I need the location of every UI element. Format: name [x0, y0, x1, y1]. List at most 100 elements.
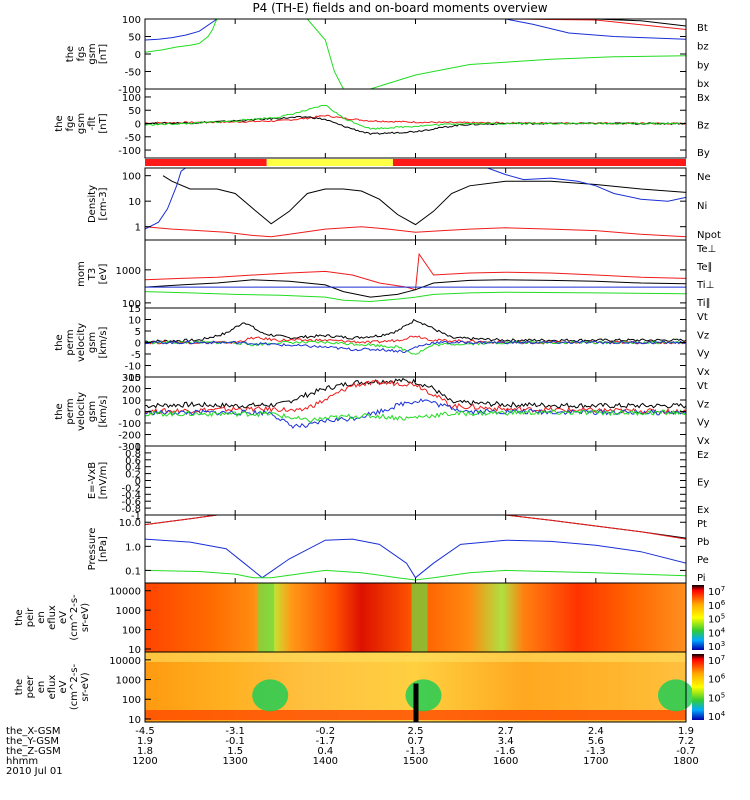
y-tick-label: 0: [135, 120, 141, 131]
y-axis-label: eV: [58, 680, 69, 693]
legend-By: By: [697, 148, 710, 159]
y-tick-label: 0: [135, 477, 141, 488]
bar-segment: [392, 159, 686, 166]
legend-Ti⊥: Ti⊥: [696, 280, 714, 291]
colorbar-label: 104: [708, 626, 726, 639]
y-tick-label: -50: [125, 133, 141, 144]
x-row-value: 1.8: [137, 746, 153, 757]
y-tick-label: 100: [122, 172, 141, 183]
legend-Pi: Pi: [697, 573, 706, 584]
y-axis-label: sr-eV): [80, 603, 91, 632]
bar-segment: [266, 159, 393, 166]
y-tick-label: 0.6: [125, 456, 141, 467]
x-row-value: -0.2: [316, 726, 336, 737]
y-tick-label: 1.0: [125, 542, 141, 553]
series-line-Bt: [145, 19, 686, 27]
y-axis-label: fgs: [76, 46, 87, 61]
green-band: [411, 583, 428, 652]
panel-frame: [144, 445, 687, 516]
x-axis-labels: the_X-GSM -4.5 -3.1 -0.2 2.5 2.7 2.4 1.9 the_Y-G…: [6, 726, 699, 777]
legend-Vy: Vy: [697, 349, 710, 360]
y-tick-label: 0: [135, 339, 141, 350]
panel-fge: -100 -50 0 50 100 the fge gsm -flt [nT] Bx Bz By: [54, 88, 710, 159]
y-tick-label: -0.8: [121, 504, 141, 515]
y-tick-label: 200: [122, 385, 141, 396]
high-energy-band: [145, 652, 686, 662]
x-row-value: -3.1: [225, 726, 245, 737]
series-line-bx: [145, 19, 686, 41]
x-row-value: -1.6: [496, 746, 516, 757]
colorbar-label: 105: [708, 613, 725, 626]
y-axis-label: [nT]: [98, 44, 109, 64]
series-line-Ti∥: [145, 279, 686, 298]
legend-bx: bx: [697, 79, 709, 90]
y-tick-label: 50: [128, 106, 141, 117]
x-row-value: -0.7: [676, 746, 696, 757]
series-line-Npot: [145, 168, 686, 230]
series-line-Vt: [145, 318, 686, 343]
panel-bar: [145, 159, 686, 166]
y-axis-label: [km/s]: [98, 395, 109, 427]
legend-by: by: [697, 60, 709, 71]
data-gap: [413, 683, 419, 722]
y-axis-label: [cm-3]: [98, 187, 109, 220]
colorbar-gradient: [692, 654, 704, 720]
x-row-value: 3.4: [498, 736, 514, 747]
legend-Vz: Vz: [697, 399, 709, 410]
y-tick-label: -50: [125, 68, 141, 79]
legend-Ni: Ni: [697, 201, 707, 212]
y-tick-label: 1000: [116, 266, 141, 277]
x-row-value: -1.3: [586, 746, 606, 757]
x-row-value: -1.7: [316, 736, 336, 747]
series-group: [145, 252, 686, 303]
legend-bz: bz: [697, 42, 709, 53]
legend-Npot: Npot: [697, 230, 721, 241]
y-axis-label: the: [65, 46, 76, 62]
y-axis-label: peir: [25, 607, 36, 627]
y-axis-label: (cm^2-s-: [69, 594, 80, 641]
y-tick-label: 100: [122, 15, 141, 26]
y-tick-label: -15: [125, 373, 141, 384]
colorbar-label: 106: [708, 599, 726, 612]
series-line-Bx: [145, 115, 686, 136]
y-axis-label: perm: [65, 329, 76, 355]
y-axis-label: velocity: [76, 323, 87, 362]
x-row-value: 2.4: [588, 726, 604, 737]
panel-pressure: 0.1 1.0 10.0 Pressure [nPa] Pt Pb Pe Pi: [87, 514, 709, 584]
series-group: [145, 318, 686, 355]
y-tick-label: 1: [135, 442, 141, 453]
y-axis-label: [nPa]: [98, 536, 109, 562]
x-row-value: 1700: [583, 756, 608, 767]
series-line-Pe: [145, 569, 686, 581]
y-tick-label: 300: [122, 373, 141, 384]
x-row-value: 7.2: [678, 736, 694, 747]
y-tick-label: 10000: [109, 587, 141, 598]
colorbar: 107 106 105 104: [692, 654, 726, 723]
x-row-value: -1.3: [406, 746, 426, 757]
y-axis-label: -flt: [87, 117, 98, 131]
x-row-value: 0.4: [317, 746, 333, 757]
y-tick-label: 10: [128, 197, 141, 208]
y-axis-label: T3: [87, 268, 98, 281]
series-line-Vz: [145, 379, 686, 415]
y-tick-label: -100: [118, 419, 141, 430]
series-line-Vx: [145, 340, 686, 354]
x-row-label: the_X-GSM: [6, 726, 60, 737]
y-axis-label: mom: [76, 261, 87, 287]
panel-fgs: -100 -50 0 50 100 the fgs gsm [nT] Bt bz by bx: [65, 15, 709, 96]
date-label: 2010 Jul 01: [6, 766, 63, 777]
y-axis-label: peer: [25, 675, 36, 699]
legend-Pt: Pt: [697, 519, 707, 530]
y-tick-label: 1000: [116, 676, 141, 687]
series-line-Ni: [162, 175, 686, 226]
y-axis-label: eflux: [47, 675, 58, 700]
y-axis-label: Density: [87, 185, 98, 223]
y-tick-label: 10: [128, 645, 141, 656]
y-tick-label: 0.2: [125, 470, 141, 481]
y-axis-label: the: [54, 115, 65, 131]
colorbar-label: 104: [708, 710, 726, 723]
